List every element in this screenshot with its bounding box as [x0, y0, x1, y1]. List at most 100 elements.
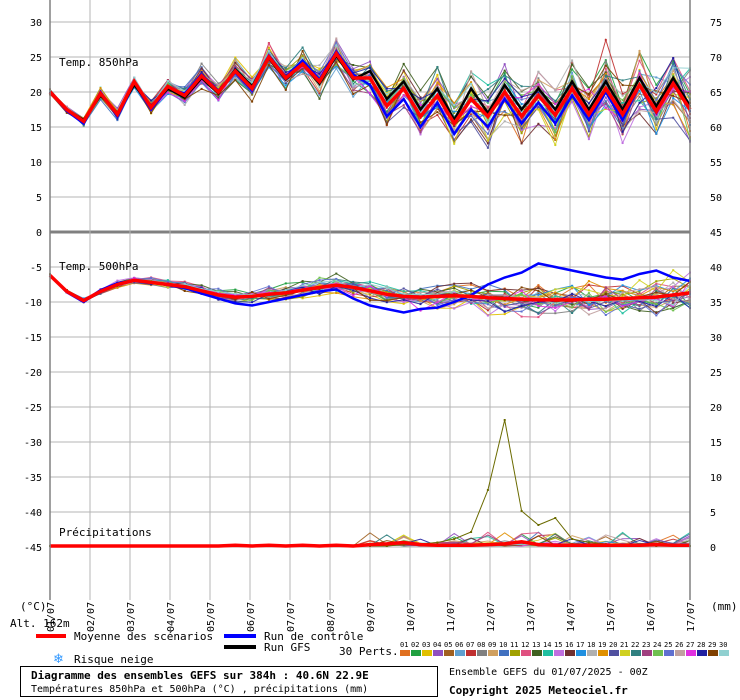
t850-pert-line-marker	[486, 105, 489, 108]
t850-pert-line-marker	[284, 88, 287, 91]
t500-pert-line-marker	[621, 291, 624, 294]
pert-number: 04	[433, 641, 441, 649]
t500-pert-line-marker	[301, 284, 304, 287]
t850-pert-line-marker	[470, 115, 473, 117]
t850-pert-line-marker	[571, 61, 574, 64]
x-tick-label: 13/07	[526, 602, 537, 632]
t500-pert-line-marker	[301, 296, 304, 299]
pert-number: 21	[620, 641, 628, 649]
t500-pert-line-marker	[587, 307, 590, 310]
t850-pert-line-marker	[436, 73, 439, 76]
t500-pert-line-marker	[419, 288, 422, 291]
t500-pert-line-marker	[672, 309, 675, 312]
t850-pert-line-marker	[318, 84, 321, 87]
precip-spike-line-marker	[503, 419, 506, 421]
t850-pert-line-marker	[369, 64, 371, 67]
t500-pert-line-marker	[587, 304, 590, 306]
t850-pert-line-marker	[486, 122, 489, 124]
t500-pert-line-marker	[621, 289, 624, 292]
t850-pert-line-marker	[183, 98, 186, 101]
t850-pert-line-marker	[638, 72, 641, 75]
left-tick-label: -35	[24, 473, 42, 484]
pert-swatch	[576, 650, 586, 656]
t850-pert-line-marker	[470, 70, 473, 73]
t850-pert-line-marker	[638, 112, 641, 115]
pert-swatch	[499, 650, 509, 656]
t500-pert-line-marker	[369, 284, 371, 287]
t850-pert-line-marker	[419, 131, 422, 134]
t850-pert-line-marker	[352, 80, 355, 83]
t500-pert-line-marker	[638, 298, 641, 301]
t850-pert-line-marker	[638, 50, 641, 52]
t850-mean-line	[48, 50, 692, 127]
pert-swatch	[675, 650, 685, 656]
t850-pert-line-marker	[99, 98, 102, 101]
t850-pert-line-marker	[520, 103, 523, 105]
t500-pert-line-marker	[537, 287, 540, 290]
t850-pert-line-marker	[638, 70, 641, 73]
t850-pert-line-marker	[604, 108, 607, 110]
right-tick-label: 15	[710, 438, 722, 449]
t500-pert-line-marker	[554, 310, 557, 313]
precip-spike-line-marker	[470, 531, 473, 533]
t850-pert-line-marker	[520, 127, 523, 130]
t850-pert-line-marker	[318, 74, 321, 77]
t850-pert-line-marker	[537, 123, 540, 126]
t850-pert-line-marker	[251, 92, 254, 95]
t850-pert-line-marker	[655, 121, 658, 124]
t850-pert-line-marker	[470, 91, 473, 94]
pert-swatch	[455, 650, 465, 656]
t850-pert-line-marker	[318, 72, 321, 75]
t500-pert-line-marker	[520, 293, 523, 296]
t500-pert-line-marker	[604, 293, 607, 296]
t850-pert-line-marker	[284, 68, 287, 71]
t500-pert-line-marker	[638, 304, 641, 307]
pert-swatch	[400, 650, 410, 656]
t850-pert-line-marker	[503, 100, 506, 103]
t500-pert-line-marker	[503, 290, 506, 293]
t850-pert-line-marker	[571, 100, 574, 103]
pert-number: 29	[708, 641, 716, 649]
t500-pert-line-marker	[655, 285, 658, 288]
t850-pert-line-marker	[183, 90, 186, 93]
t500-pert-line-marker	[655, 291, 658, 294]
t850-pert-line-marker	[150, 112, 153, 114]
left-tick-label: -30	[24, 438, 42, 449]
precip-spike-line-marker	[554, 517, 557, 519]
t850-pert-line-marker	[672, 69, 675, 72]
t500-pert-line-marker	[672, 285, 675, 288]
t500-pert-line-marker	[571, 306, 574, 309]
t500-pert-line-marker	[133, 277, 136, 280]
t850-pert-line-marker	[402, 62, 405, 65]
t850-pert-line-marker	[116, 107, 119, 110]
t850-pert-line-marker	[150, 103, 153, 105]
t500-pert-line-marker	[587, 283, 590, 286]
t500-pert-line-marker	[554, 302, 557, 305]
t850-pert-line-marker	[183, 87, 186, 90]
t500-pert-line-marker	[453, 282, 456, 285]
t500-pert-line-marker	[251, 292, 254, 295]
t850-pert-line-marker	[284, 87, 287, 89]
t850-pert-line-marker	[587, 123, 590, 126]
t500-pert-line-marker	[554, 292, 557, 295]
t850-pert-line-marker	[537, 70, 540, 73]
t850-pert-line-marker	[402, 104, 405, 107]
snowflake-icon: ❄	[53, 652, 64, 666]
t500-pert-line-marker	[503, 292, 506, 295]
t500-pert-line-marker	[369, 287, 371, 289]
t500-pert-line-marker	[318, 282, 321, 285]
t500-pert-line-marker	[672, 305, 675, 308]
run-info: Ensemble GEFS du 01/07/2025 - 00Z	[449, 667, 648, 678]
t500-pert-line-marker	[554, 293, 557, 296]
x-tick-label: 17/07	[686, 602, 697, 632]
t500-pert-line-marker	[604, 295, 607, 298]
t850-pert-line-marker	[486, 88, 489, 91]
t500-pert-line-marker	[537, 296, 540, 299]
t500-pert-line-marker	[352, 294, 355, 297]
left-tick-label: -10	[24, 298, 42, 309]
pert-number: 17	[576, 641, 584, 649]
t500-pert-line-marker	[503, 294, 506, 297]
pert-number: 24	[653, 641, 661, 649]
t850-pert-line-marker	[352, 88, 355, 91]
